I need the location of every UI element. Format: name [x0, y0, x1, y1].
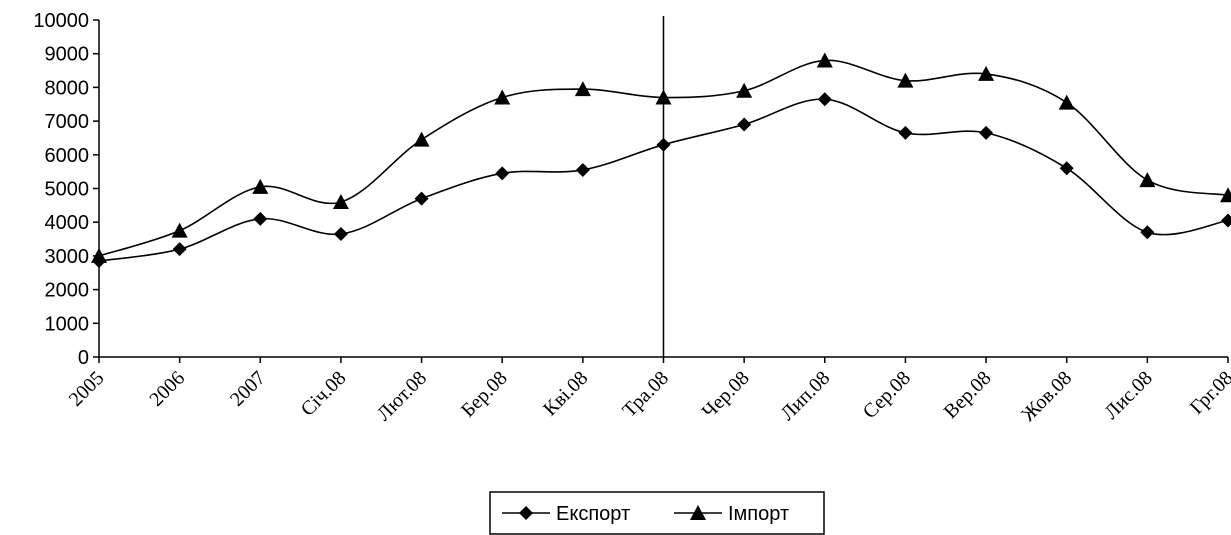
series-1-point	[495, 166, 510, 181]
x-tick-label: 2005	[65, 367, 109, 411]
x-tick-label: Кві.08	[539, 367, 592, 420]
series-1-point	[898, 125, 913, 140]
legend-marker-1	[519, 506, 533, 520]
series-1	[92, 92, 1231, 268]
series-1-point	[1059, 161, 1074, 176]
series-1-point	[1221, 213, 1231, 228]
series-2-point	[1139, 172, 1156, 188]
x-axis-ticks: 2005 2006 2007 Січ.08 Лют.08 Бер.08 Кві.08 Тра.…	[65, 357, 1231, 426]
x-tick-label: Вер.08	[940, 367, 996, 423]
y-tick-label: 6000	[45, 145, 90, 167]
series-1-point	[817, 92, 832, 107]
series-1-point	[172, 242, 187, 257]
series-2-point	[736, 82, 753, 98]
legend-label-1: Експорт	[556, 503, 630, 525]
y-tick-label: 9000	[45, 44, 90, 66]
series-1-point	[575, 162, 590, 177]
series-1-point	[253, 211, 268, 226]
series-2-point	[252, 178, 269, 194]
x-tick-label: Тра.08	[618, 367, 673, 422]
series-2-point	[171, 222, 188, 238]
x-tick-label: 2007	[226, 367, 270, 411]
series-2-point	[1058, 94, 1075, 110]
x-tick-label: Сер.08	[859, 367, 915, 423]
legend: Експорт Імпорт	[489, 491, 825, 535]
series-2-point	[574, 81, 591, 97]
series-1-point	[1140, 225, 1155, 240]
series-2-point	[494, 89, 511, 105]
y-axis-ticks: 0 1000 2000 3000 4000 5000 6000 7000 8000 9000 100…	[33, 10, 99, 369]
series-1-point	[414, 191, 429, 206]
y-tick-label: 3000	[45, 246, 90, 268]
y-tick-label: 2000	[45, 280, 90, 302]
y-tick-label: 0	[78, 347, 89, 369]
series-2-point	[897, 72, 914, 88]
x-tick-label: Січ.08	[297, 367, 351, 421]
y-tick-label: 4000	[45, 212, 90, 234]
series-2-point	[1220, 187, 1231, 203]
series-1-point	[979, 125, 994, 140]
x-tick-label: Лис.08	[1100, 367, 1157, 424]
y-tick-label: 10000	[33, 10, 89, 32]
series-2-point	[655, 89, 672, 105]
series-2-point	[91, 247, 107, 263]
x-tick-label: Лип.08	[776, 367, 834, 425]
x-tick-label: Лют.08	[373, 367, 431, 425]
series-2-point	[413, 131, 430, 147]
series-2	[91, 52, 1231, 263]
chart-series	[91, 52, 1231, 268]
y-tick-label: 1000	[45, 313, 90, 335]
series-2-point	[978, 65, 995, 81]
series-2-point	[332, 193, 349, 209]
x-tick-label: Бер.08	[457, 367, 512, 422]
y-tick-label: 8000	[45, 77, 90, 99]
legend-label-2: Імпорт	[728, 503, 789, 525]
x-tick-label: Жов.08	[1017, 367, 1076, 426]
legend-marker-2	[690, 505, 706, 520]
series-1-point	[333, 226, 348, 241]
x-tick-label: Грг.08	[1186, 367, 1231, 419]
y-tick-label: 5000	[45, 179, 90, 201]
x-tick-label: 2006	[145, 367, 189, 411]
series-1-point	[656, 137, 671, 152]
series-2-point	[816, 52, 833, 68]
x-tick-label: Чер.08	[698, 367, 754, 423]
series-1-point	[737, 117, 752, 132]
y-tick-label: 7000	[45, 111, 90, 133]
